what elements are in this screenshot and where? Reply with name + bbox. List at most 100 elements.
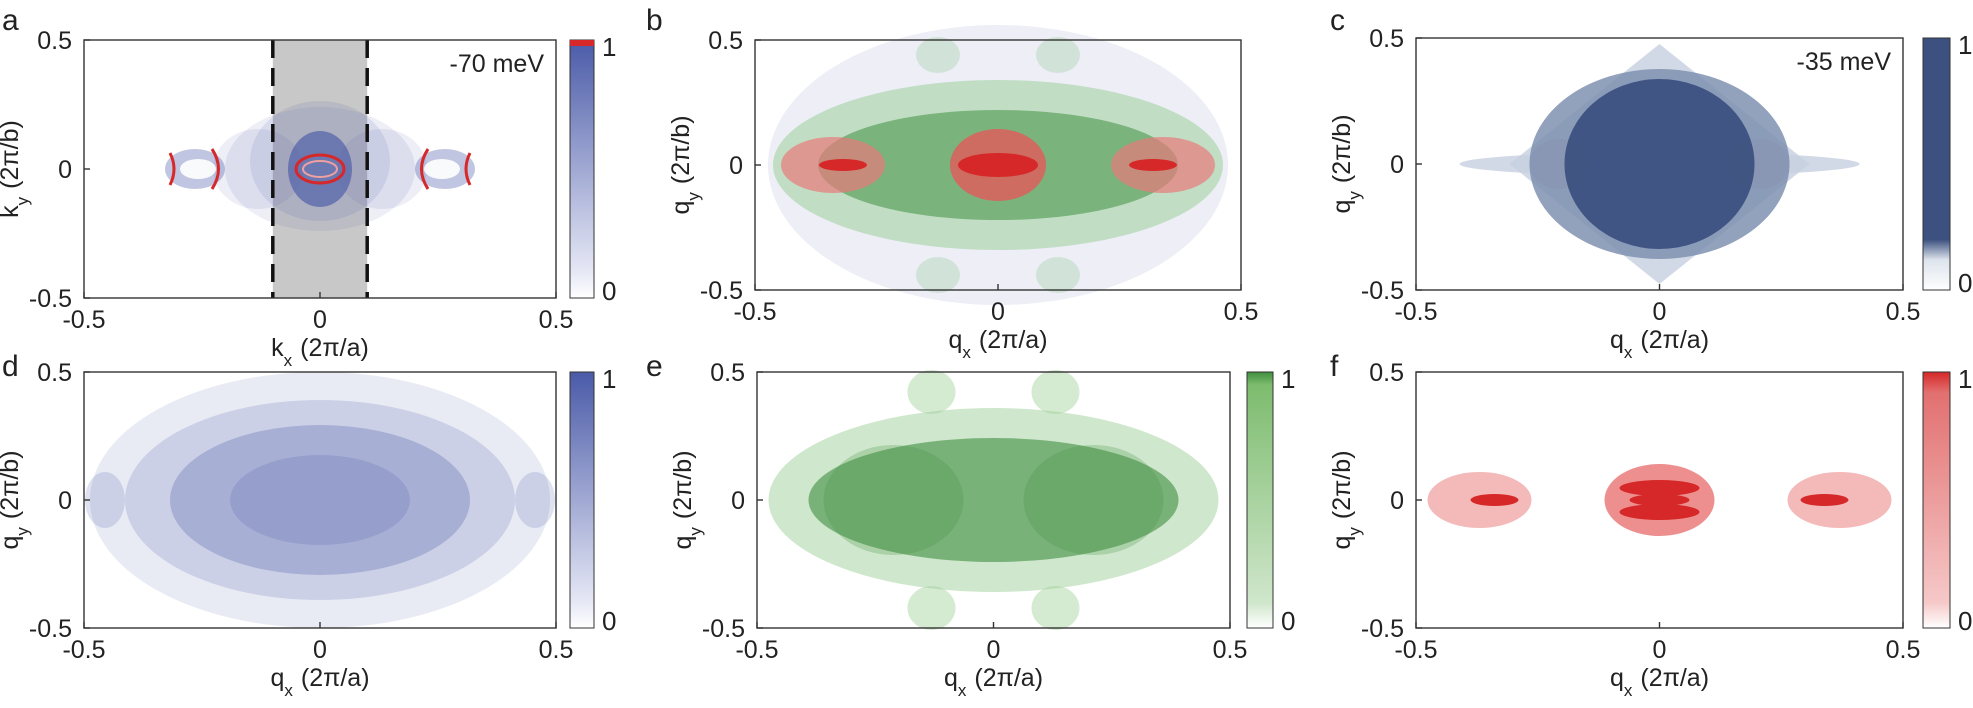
x-tick-label: 0.5 <box>1886 636 1921 664</box>
density-core-right <box>1023 445 1164 555</box>
y-axis-label: qy (2π/b) <box>1328 114 1364 213</box>
x-tick-label: 0 <box>987 636 1001 664</box>
x-tick-label: 0 <box>991 298 1005 326</box>
density-edge-left <box>85 472 125 528</box>
x-axis-label: qx (2π/a) <box>1610 326 1709 362</box>
y-tick-label: -0.5 <box>1361 277 1404 305</box>
y-axis-label-main: q <box>0 536 24 550</box>
y-tick-label: -0.5 <box>702 615 745 643</box>
y-axis-label-sub: y <box>686 527 705 536</box>
y-axis-label-main: q <box>667 201 695 215</box>
pocket-center <box>288 131 352 207</box>
density-core <box>808 438 1179 562</box>
density-left-core <box>1470 494 1519 506</box>
y-axis-label-unit: (2π/b) <box>1328 114 1356 183</box>
colorbar-min-label: 0 <box>1958 606 1972 636</box>
colorbar-top-band <box>570 40 594 46</box>
y-tick-label: -0.5 <box>29 615 72 643</box>
x-axis-label-sub: x <box>962 343 971 362</box>
y-tick-label: 0.5 <box>708 27 743 55</box>
fermi-contour-right-b <box>464 152 472 186</box>
y-axis-label-main: k <box>0 205 24 218</box>
density-core <box>230 455 410 545</box>
y-tick-label: 0.5 <box>1369 25 1404 53</box>
density-lobe-right <box>337 129 427 209</box>
density-core <box>1564 79 1755 249</box>
colorbar-f <box>1922 371 1951 629</box>
density-green-blob <box>916 257 960 293</box>
y-axis-label-unit: (2π/b) <box>1328 450 1356 519</box>
fermi-contour-center <box>294 153 346 185</box>
y-tick-label: 0 <box>58 487 72 515</box>
colorbar-min-label: 0 <box>602 606 616 636</box>
x-axis-label-sub: x <box>1624 343 1633 362</box>
panel-label-d: d <box>2 350 19 383</box>
y-axis-label-main: q <box>669 536 697 550</box>
density-blob <box>907 586 956 630</box>
fermi-contour-right-a <box>420 148 430 190</box>
fermi-contour-center-inner <box>302 160 338 178</box>
x-axis-label-main: q <box>948 326 962 354</box>
y-tick-label: 0 <box>731 487 745 515</box>
y-axis-label-unit: (2π/b) <box>0 450 24 519</box>
density-center-band-upper <box>1619 480 1700 496</box>
x-axis-label-main: q <box>1610 326 1624 354</box>
density-right-core <box>1800 494 1849 506</box>
y-axis-label-unit: (2π/b) <box>667 115 695 184</box>
panel-label-b: b <box>646 4 663 37</box>
x-tick-label: 0.5 <box>1224 298 1259 326</box>
x-tick-label: -0.5 <box>733 298 776 326</box>
density-blob <box>1031 370 1080 414</box>
colorbar-max-label: 1 <box>602 32 616 62</box>
y-axis-label-sub: y <box>13 196 32 205</box>
panels: -0.500.5-0.500.5kx(2π/a)ky(2π/b)-70 meV1… <box>0 4 1972 700</box>
colorbar-d <box>569 371 595 629</box>
x-tick-label: 0.5 <box>539 636 574 664</box>
density-red-right-core <box>1129 159 1177 171</box>
fermi-contour-left-a <box>210 148 220 190</box>
x-tick-label: 0 <box>313 306 327 334</box>
y-tick-label: 0.5 <box>37 27 72 55</box>
x-tick-label: -0.5 <box>1394 298 1437 326</box>
x-axis-label: qx (2π/a) <box>944 664 1043 700</box>
y-axis-label-main: q <box>1328 536 1356 550</box>
y-axis-label-sub: y <box>684 192 703 201</box>
y-axis-label-unit: (2π/b) <box>669 450 697 519</box>
density-edge-right <box>515 472 555 528</box>
pocket-left-hole <box>180 159 216 179</box>
y-axis-label: ky (2π/b) <box>0 120 32 218</box>
y-axis-label-main: q <box>1328 200 1356 214</box>
x-tick-label: 0.5 <box>539 306 574 334</box>
y-axis-label-sub: y <box>13 527 32 536</box>
density-outer <box>90 372 550 628</box>
x-axis-label-main: k <box>271 334 284 362</box>
colorbar-max-label: 1 <box>602 364 616 394</box>
density-green-blob <box>1036 37 1080 73</box>
x-tick-label: -0.5 <box>62 306 105 334</box>
x-axis-label-sub: x <box>958 681 967 700</box>
x-tick-label: -0.5 <box>735 636 778 664</box>
x-axis-label-main: q <box>944 664 958 692</box>
x-axis-label-unit: (2π/a) <box>1640 664 1709 692</box>
x-axis-label-sub: x <box>1624 681 1633 700</box>
density-inner <box>170 425 470 575</box>
y-axis-label: qy (2π/b) <box>667 115 703 214</box>
density-blob <box>1031 586 1080 630</box>
density-lobe-left <box>213 129 303 209</box>
y-axis-label: qy (2π/b) <box>1328 450 1364 549</box>
colorbar-min-label: 0 <box>1281 606 1295 636</box>
x-tick-label: -0.5 <box>62 636 105 664</box>
x-tick-label: 0 <box>1653 636 1667 664</box>
colorbar-max-label: 1 <box>1281 364 1295 394</box>
y-tick-label: 0.5 <box>37 359 72 387</box>
x-axis-label-main: q <box>270 664 284 692</box>
energy-annotation: -35 meV <box>1797 48 1892 76</box>
x-axis-label: qx (2π/a) <box>270 664 369 700</box>
y-axis-label-unit: (2π/b) <box>0 120 24 189</box>
panel-label-f: f <box>1330 350 1339 383</box>
x-axis-label-sub: x <box>284 681 293 700</box>
density-blob <box>907 370 956 414</box>
density-red-center-core <box>958 153 1038 177</box>
x-tick-label: -0.5 <box>1394 636 1437 664</box>
x-axis-label-unit: (2π/a) <box>974 664 1043 692</box>
